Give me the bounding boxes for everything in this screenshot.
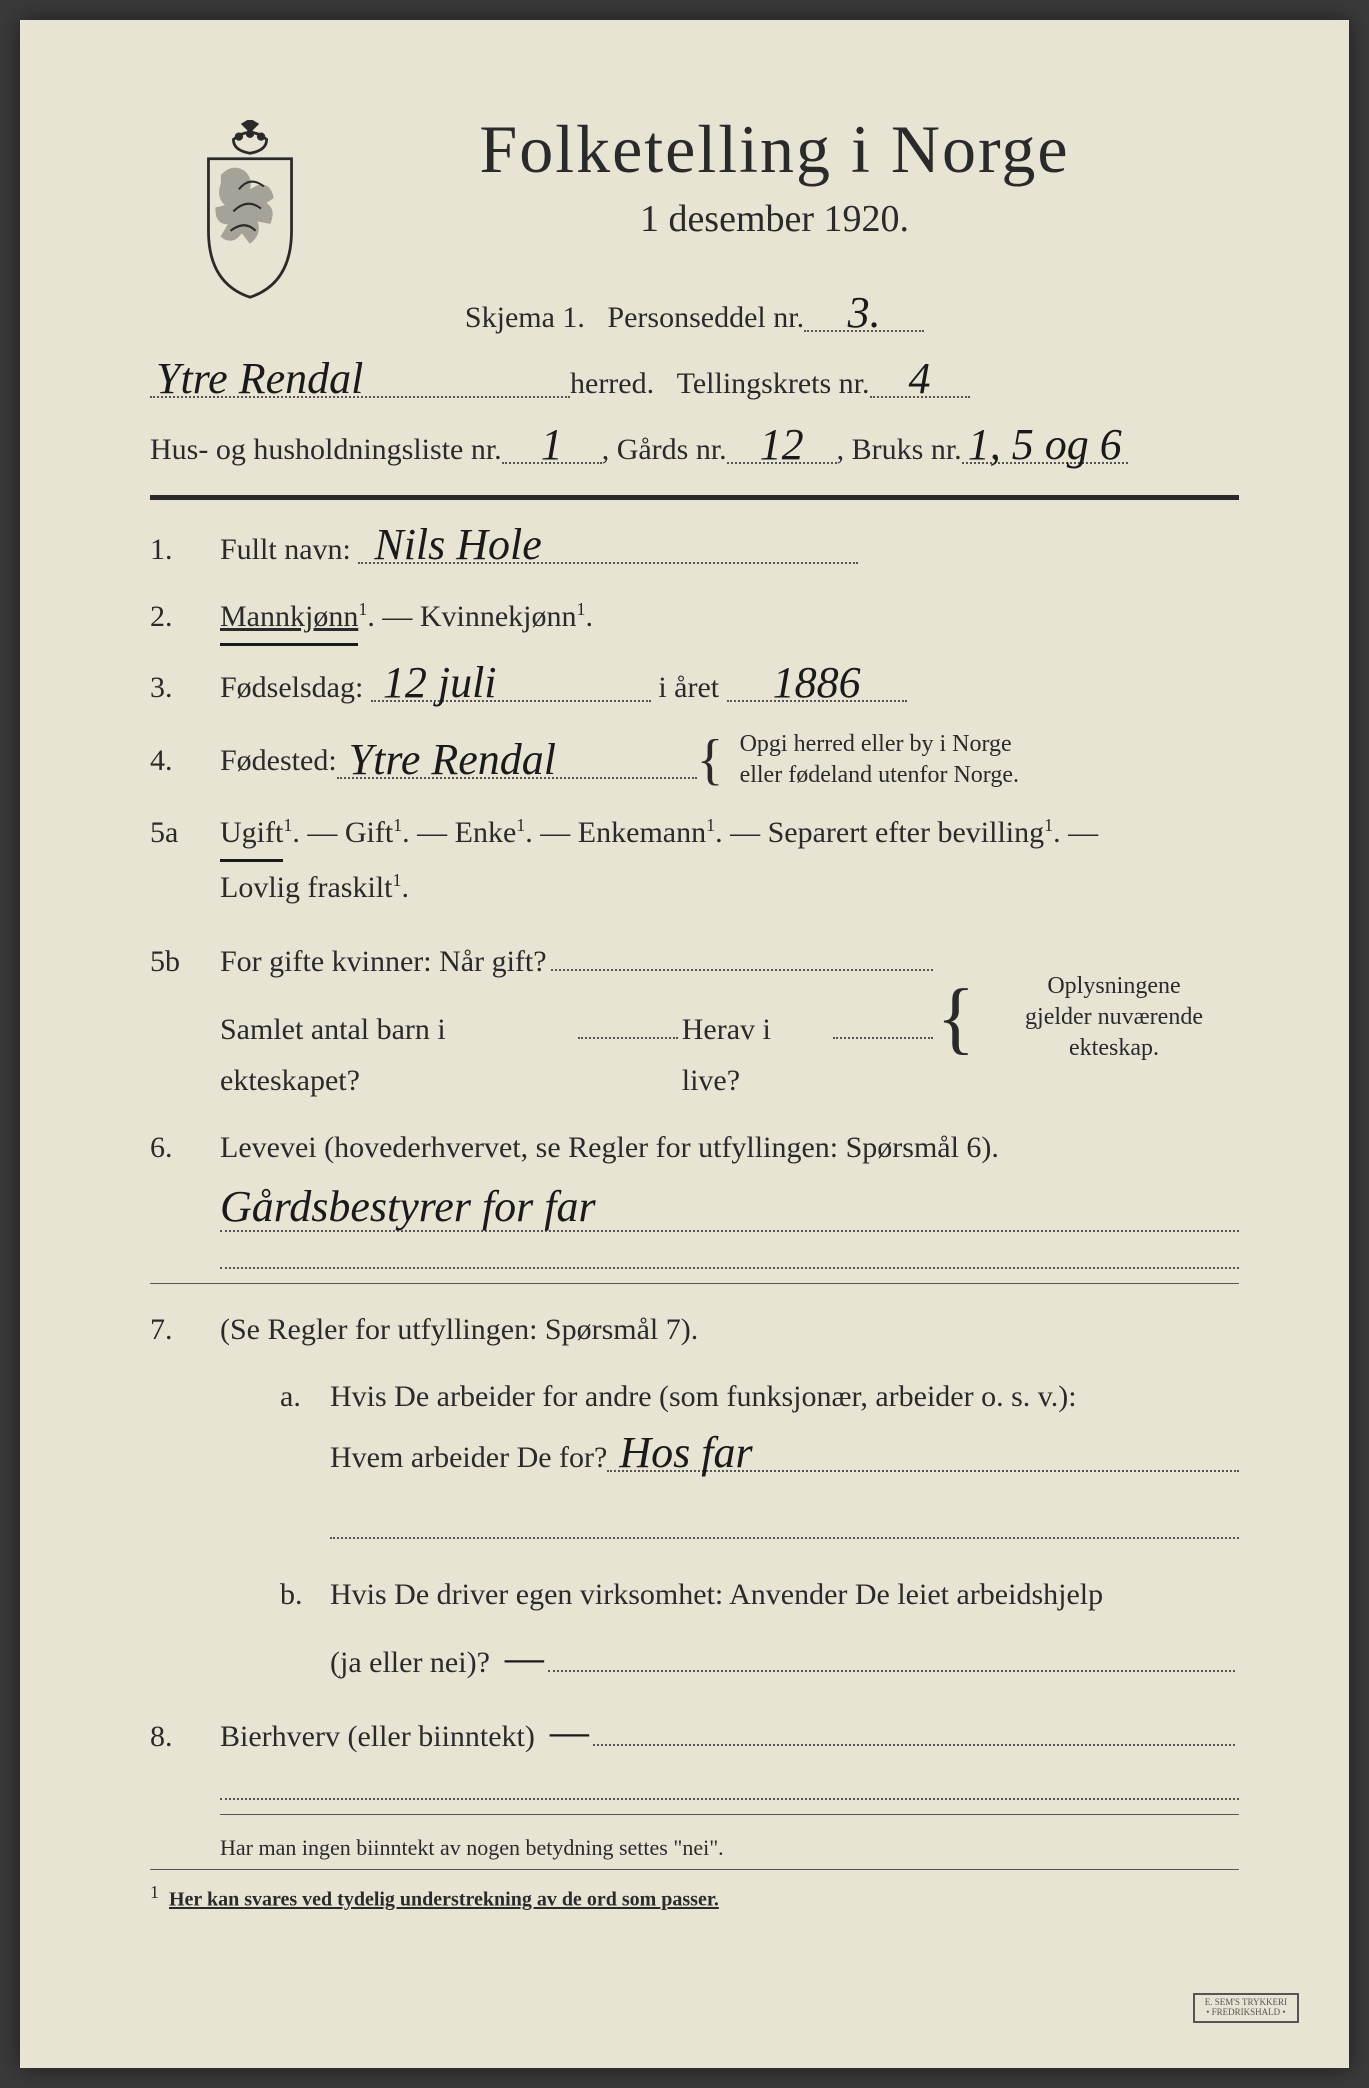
- blank-line: [330, 1497, 1239, 1539]
- q1: 1. Fullt navn: Nils Hole: [150, 524, 1239, 575]
- q1-value: Nils Hole: [358, 527, 858, 564]
- q8-num: 8.: [150, 1711, 220, 1762]
- q3-year-label: i året: [658, 671, 719, 704]
- hus-label: Hus- og husholdningsliste nr.: [150, 423, 502, 477]
- thin-rule-2: [220, 1814, 1239, 1815]
- heavy-rule-1: [150, 495, 1239, 500]
- q3-year: 1886: [727, 665, 907, 702]
- q5a-num: 5a: [150, 807, 220, 858]
- printer-stamp: E. SEM'S TRYKKERI • FREDRIKSHALD •: [1193, 1993, 1299, 2023]
- q5a-separert: Separert efter bevilling: [768, 816, 1045, 849]
- q5a: 5a Ugift1. — Gift1. — Enke1. — Enkemann1…: [150, 807, 1239, 913]
- census-form-page: Folketelling i Norge 1 desember 1920. Sk…: [20, 20, 1349, 2068]
- q7b-line2: (ja eller nei)?: [330, 1637, 490, 1688]
- q8: 8. Bierhverv (eller biinntekt) —: [150, 1704, 1239, 1762]
- blank-line: [220, 1778, 1239, 1800]
- q4-num: 4.: [150, 735, 220, 786]
- herred-value: Ytre Rendal: [150, 361, 570, 398]
- q6-value: Gårdsbestyrer for far: [220, 1182, 596, 1231]
- tellingskrets-label: Tellingskrets nr.: [677, 357, 870, 411]
- brace-icon: {: [937, 986, 975, 1050]
- q5b: 5b For gifte kvinner: Når gift? Samlet a…: [150, 929, 1239, 1106]
- q4-note: Opgi herred eller by i Norge eller fødel…: [740, 729, 1019, 791]
- q5b-line2b: Herav i live?: [682, 1004, 829, 1106]
- q5b-num: 5b: [150, 936, 220, 987]
- row-herred: Ytre Rendal herred. Tellingskrets nr. 4: [150, 357, 1239, 411]
- form-date: 1 desember 1920.: [310, 197, 1239, 241]
- q8-label: Bierhverv (eller biinntekt): [220, 1711, 535, 1762]
- q5a-ugift: Ugift: [220, 807, 283, 862]
- gards-value: 12: [727, 427, 837, 464]
- hus-value: 1: [502, 427, 602, 464]
- skjema-label: Skjema 1.: [465, 291, 585, 345]
- q5a-gift: Gift: [345, 816, 393, 849]
- q6-num: 6.: [150, 1122, 220, 1173]
- q4-label: Fødested:: [220, 735, 337, 786]
- q5b-line2a: Samlet antal barn i ekteskapet?: [220, 1004, 574, 1106]
- q7a-num: a.: [280, 1371, 330, 1422]
- footnote-2: 1 Her kan svares ved tydelig understrekn…: [150, 1882, 1239, 1912]
- thin-rule-1: [150, 1283, 1239, 1284]
- footnote-1: Har man ingen biinntekt av nogen betydni…: [220, 1835, 1239, 1861]
- gards-label: , Gårds nr.: [602, 423, 727, 477]
- coat-of-arms-icon: [180, 120, 320, 300]
- q7a-value: Hos far: [607, 1435, 1239, 1472]
- q5b-line1: For gifte kvinner: Når gift?: [220, 936, 547, 987]
- q2-kvinne: Kvinnekjønn: [420, 600, 577, 633]
- form-header: Folketelling i Norge 1 desember 1920.: [150, 110, 1239, 241]
- q7b-line1: Hvis De driver egen virksomhet: Anvender…: [330, 1578, 1103, 1611]
- bruks-value: 1, 5 og 6: [962, 427, 1128, 464]
- q8-value: —: [550, 1714, 589, 1749]
- q1-label: Fullt navn:: [220, 533, 351, 566]
- q7a-line2-label: Hvem arbeider De for?: [330, 1432, 607, 1483]
- personseddel-label: Personseddel nr.: [607, 291, 804, 345]
- q1-num: 1.: [150, 524, 220, 575]
- q5a-fraskilt: Lovlig fraskilt: [220, 871, 392, 904]
- q7a-line1: Hvis De arbeider for andre (som funksjon…: [330, 1380, 1077, 1413]
- q5a-enkemann: Enkemann: [578, 816, 706, 849]
- tellingskrets-value: 4: [870, 361, 970, 398]
- row-hus: Hus- og husholdningsliste nr. 1 , Gårds …: [150, 423, 1239, 477]
- blank-line: [220, 1246, 1239, 1268]
- q5a-enke: Enke: [455, 816, 517, 849]
- q3-day: 12 juli: [371, 665, 651, 702]
- q3: 3. Fødselsdag: 12 juli i året 1886: [150, 662, 1239, 713]
- brace-icon: {: [697, 738, 724, 783]
- q6: 6. Levevei (hovederhvervet, se Regler fo…: [150, 1122, 1239, 1173]
- herred-label: herred.: [570, 357, 654, 411]
- q7b: b. Hvis De driver egen virksomhet: Anven…: [280, 1569, 1239, 1688]
- q7: 7. (Se Regler for utfyllingen: Spørsmål …: [150, 1304, 1239, 1355]
- q7b-value: —: [505, 1640, 544, 1675]
- q7-label: (Se Regler for utfyllingen: Spørsmål 7).: [220, 1313, 698, 1346]
- personseddel-value: 3.: [804, 295, 924, 332]
- form-title: Folketelling i Norge: [310, 110, 1239, 189]
- q2-num: 2.: [150, 591, 220, 642]
- thin-rule-3: [150, 1869, 1239, 1870]
- q3-num: 3.: [150, 662, 220, 713]
- q7b-num: b.: [280, 1569, 330, 1620]
- q7-num: 7.: [150, 1304, 220, 1355]
- q3-label: Fødselsdag:: [220, 671, 363, 704]
- q6-label: Levevei (hovederhvervet, se Regler for u…: [220, 1131, 999, 1164]
- bruks-label: , Bruks nr.: [837, 423, 962, 477]
- q2: 2. Mannkjønn1. — Kvinnekjønn1.: [150, 591, 1239, 646]
- q5b-note: Oplysningene gjelder nuværende ekteskap.: [979, 971, 1239, 1065]
- q7a: a. Hvis De arbeider for andre (som funks…: [280, 1371, 1239, 1553]
- q4: 4. Fødested: Ytre Rendal { Opgi herred e…: [150, 729, 1239, 791]
- q2-mann: Mannkjønn: [220, 591, 358, 646]
- q4-value: Ytre Rendal: [337, 742, 697, 779]
